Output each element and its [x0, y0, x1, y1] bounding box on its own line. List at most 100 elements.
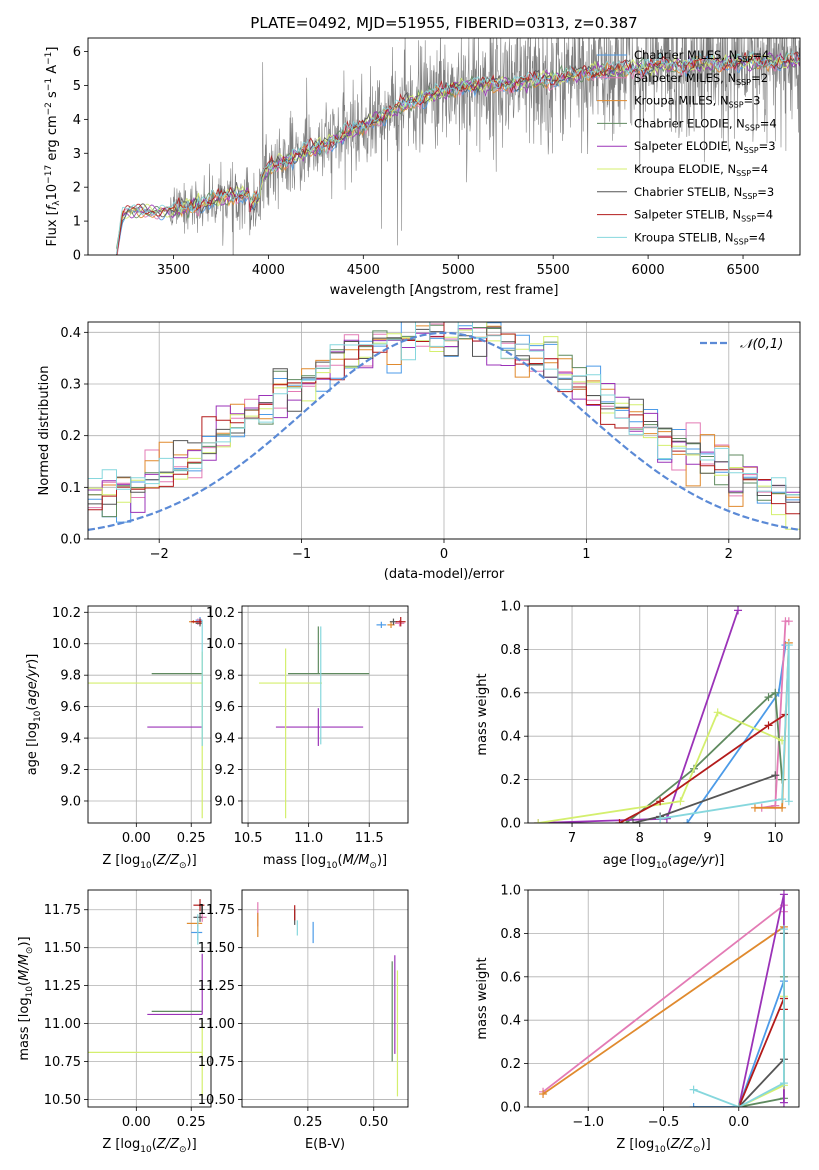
axes-frame — [241, 889, 409, 1108]
weight-marker — [534, 819, 543, 823]
y-tick-label: 0.1 — [60, 481, 81, 496]
y-tick-label: 2 — [73, 181, 81, 196]
y-tick-label: 9.0 — [214, 794, 235, 809]
y-tick-label: 0.8 — [500, 643, 521, 658]
spectrum-model-kroupa-elodie — [116, 53, 800, 255]
weight-line-kroupa-stelib — [693, 929, 785, 1107]
x-tick-label: 0.50 — [359, 1115, 388, 1130]
spectrum-model-chabrier-stelib — [116, 49, 800, 255]
y-tick-label: 0.4 — [60, 326, 81, 341]
y-tick-label: 0.0 — [500, 1101, 521, 1116]
y-tick-label: 0.4 — [500, 1014, 521, 1029]
x-tick-label: 5000 — [442, 263, 475, 278]
y-tick-label: 9.0 — [60, 794, 81, 809]
weight-marker — [779, 1098, 788, 1107]
legend-entry: Salpeter STELIB, NSSP=4 — [634, 208, 773, 224]
y-tick-label: 0.0 — [60, 533, 81, 548]
hist-kroupa-stelib — [88, 322, 800, 496]
weight-marker — [615, 819, 624, 823]
panel-residuals: −2 −1 0 1 2 0.0 0.1 0.2 0.3 0.4 (data-model)/error… — [37, 321, 801, 582]
plot-area — [116, 38, 800, 255]
legend-entry: Chabrier MILES, NSSP=4 — [634, 48, 769, 64]
y-tick-label: 0.3 — [60, 378, 81, 393]
y-tick-label: 11.00 — [44, 1017, 81, 1032]
y-tick-label: 0.0 — [500, 817, 521, 832]
x-axis-label: Z [log10(Z/Z⊙)] — [616, 1137, 710, 1155]
x-tick-label: 4500 — [347, 263, 380, 278]
y-tick-label: 9.2 — [214, 763, 235, 778]
x-tick-label: 10.5 — [234, 831, 263, 846]
y-tick-label: 9.2 — [60, 763, 81, 778]
plot-area — [88, 899, 207, 1098]
y-tick-label: 10.2 — [52, 606, 81, 621]
y-tick-label: 11.75 — [198, 903, 235, 918]
spectrum-model-kroupa-stelib — [116, 50, 800, 255]
y-tick-label: 4 — [73, 113, 81, 128]
weight-marker — [784, 797, 793, 806]
x-axis-label: E(B-V) — [305, 1137, 345, 1152]
weight-line-salpeter-elodie — [538, 610, 739, 823]
panel-age-vs-Z: 0.00 0.25 9.0 9.2 9.4 9.6 9.8 10.0 10.2 Z [log10(… — [25, 605, 212, 871]
y-tick-label: 11.75 — [44, 903, 81, 918]
weight-marker — [778, 795, 787, 804]
figure-title: PLATE=0492, MJD=51955, FIBERID=0313, z=0… — [250, 14, 637, 32]
y-tick-label: 10.0 — [52, 637, 81, 652]
x-tick-label: 0.25 — [293, 1115, 322, 1130]
plot-area — [258, 617, 406, 819]
weight-line-salpeter-stelib — [737, 998, 785, 1107]
weight-marker — [764, 721, 773, 730]
panel-spectrum: 3500 4000 4500 5000 5500 6000 6500 0 1 2 3 4 5 6 wavel… — [44, 37, 801, 298]
y-axis-label: mass weight — [475, 673, 490, 755]
legend-entry: Kroupa MILES, NSSP=3 — [634, 94, 760, 110]
weight-line-kroupa-stelib — [659, 645, 790, 820]
axes-frame — [87, 889, 212, 1108]
y-tick-label: 11.25 — [198, 979, 235, 994]
x-tick-label: 0.25 — [177, 831, 206, 846]
x-tick-label: 0.0 — [728, 1115, 749, 1130]
x-tick-label: 6500 — [726, 263, 759, 278]
plot-area — [88, 322, 800, 531]
weight-line-salpeter-stelib — [619, 713, 786, 823]
y-tick-label: 11.00 — [198, 1017, 235, 1032]
x-tick-label: 9 — [703, 831, 711, 846]
x-tick-label: 8 — [636, 831, 644, 846]
legend-entry: Salpeter MILES, NSSP=2 — [634, 71, 768, 87]
y-tick-label: 9.8 — [60, 669, 81, 684]
y-axis-label: Normed distribution — [37, 366, 52, 496]
weight-marker — [539, 1089, 548, 1098]
y-tick-label: 10.75 — [198, 1055, 235, 1070]
x-tick-label: 11.5 — [355, 831, 384, 846]
y-tick-label: 9.4 — [60, 732, 81, 747]
weight-marker — [779, 925, 788, 934]
weight-marker — [771, 771, 780, 780]
x-tick-label: −1 — [292, 547, 311, 562]
x-tick-label: −0.5 — [648, 1115, 680, 1130]
legend-entry: Chabrier ELODIE, NSSP=4 — [634, 116, 777, 132]
y-tick-label: 0.2 — [500, 1057, 521, 1072]
legend-entry: Salpeter ELODIE, NSSP=3 — [634, 139, 776, 155]
panel-age-vs-mass: 10.5 11.0 11.5 9.0 9.2 9.4 9.6 9.8 10.0 10.2 mass … — [206, 605, 409, 871]
x-tick-label: 0.00 — [122, 831, 151, 846]
x-tick-label: 0.00 — [122, 1115, 151, 1130]
weight-marker — [771, 688, 780, 697]
weight-line-chabrier-miles — [686, 644, 787, 823]
weight-marker — [764, 693, 773, 702]
y-tick-label: 10.50 — [44, 1093, 81, 1108]
y-tick-label: 6 — [73, 45, 81, 60]
hist-salpeter-stelib — [88, 322, 800, 515]
y-axis-label: age [log10(age/yr)] — [25, 654, 43, 776]
y-tick-label: 11.50 — [44, 941, 81, 956]
weight-marker — [784, 641, 793, 650]
y-tick-label: 0.6 — [500, 686, 521, 701]
weight-marker — [750, 803, 759, 812]
weight-marker — [734, 1103, 743, 1107]
weight-marker — [629, 819, 638, 823]
weight-marker — [676, 797, 685, 806]
y-tick-label: 10.0 — [206, 637, 235, 652]
x-tick-label: 7 — [568, 831, 576, 846]
x-tick-label: −1.0 — [572, 1115, 604, 1130]
x-tick-label: 2 — [725, 547, 733, 562]
x-tick-label: 0.25 — [177, 1115, 206, 1130]
y-tick-label: 9.4 — [214, 732, 235, 747]
